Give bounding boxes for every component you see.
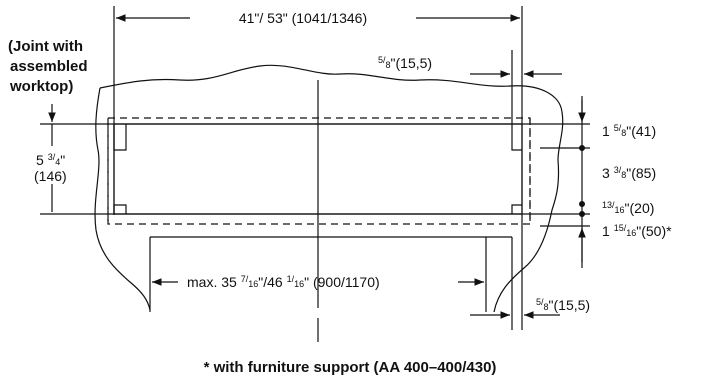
- dim-r3: 13/16"(20): [602, 200, 654, 216]
- dim-r4: 1 15/16"(50)*: [602, 223, 672, 239]
- joint-note-line-3: worktop): [9, 78, 73, 95]
- furniture-support: [149, 236, 513, 330]
- right-gap-bottom-label: 5/8"(15,5): [536, 297, 590, 313]
- left-height-mm: (146): [34, 168, 67, 184]
- right-dim-dot-3: [579, 211, 585, 217]
- dim-r1: 1 5/8"(41): [602, 123, 656, 139]
- joint-note-line-1: (Joint with: [8, 38, 83, 55]
- bottom-width-label: max. 35 7/16"/46 1/16" (900/1170): [187, 274, 380, 290]
- appliance-right-step: [511, 124, 522, 214]
- dashed-outline: [107, 117, 531, 225]
- appliance-left-step: [113, 124, 127, 214]
- right-dim-dot-1: [579, 145, 585, 151]
- dim-r2: 3 3/8"(85): [602, 165, 656, 181]
- left-height-label: 5 3/4": [36, 152, 65, 168]
- top-width-label: 41"/ 53" (1041/1346): [239, 10, 367, 26]
- right-gap-top-label: 5/8"(15,5): [378, 55, 432, 71]
- joint-note-line-2: assembled: [10, 58, 88, 75]
- worktop-cutout-outline: [94, 64, 564, 313]
- right-dim-dot-2: [579, 201, 585, 207]
- dashed-inner: [107, 118, 531, 224]
- footnote: * with furniture support (AA 400–400/430…: [204, 359, 497, 376]
